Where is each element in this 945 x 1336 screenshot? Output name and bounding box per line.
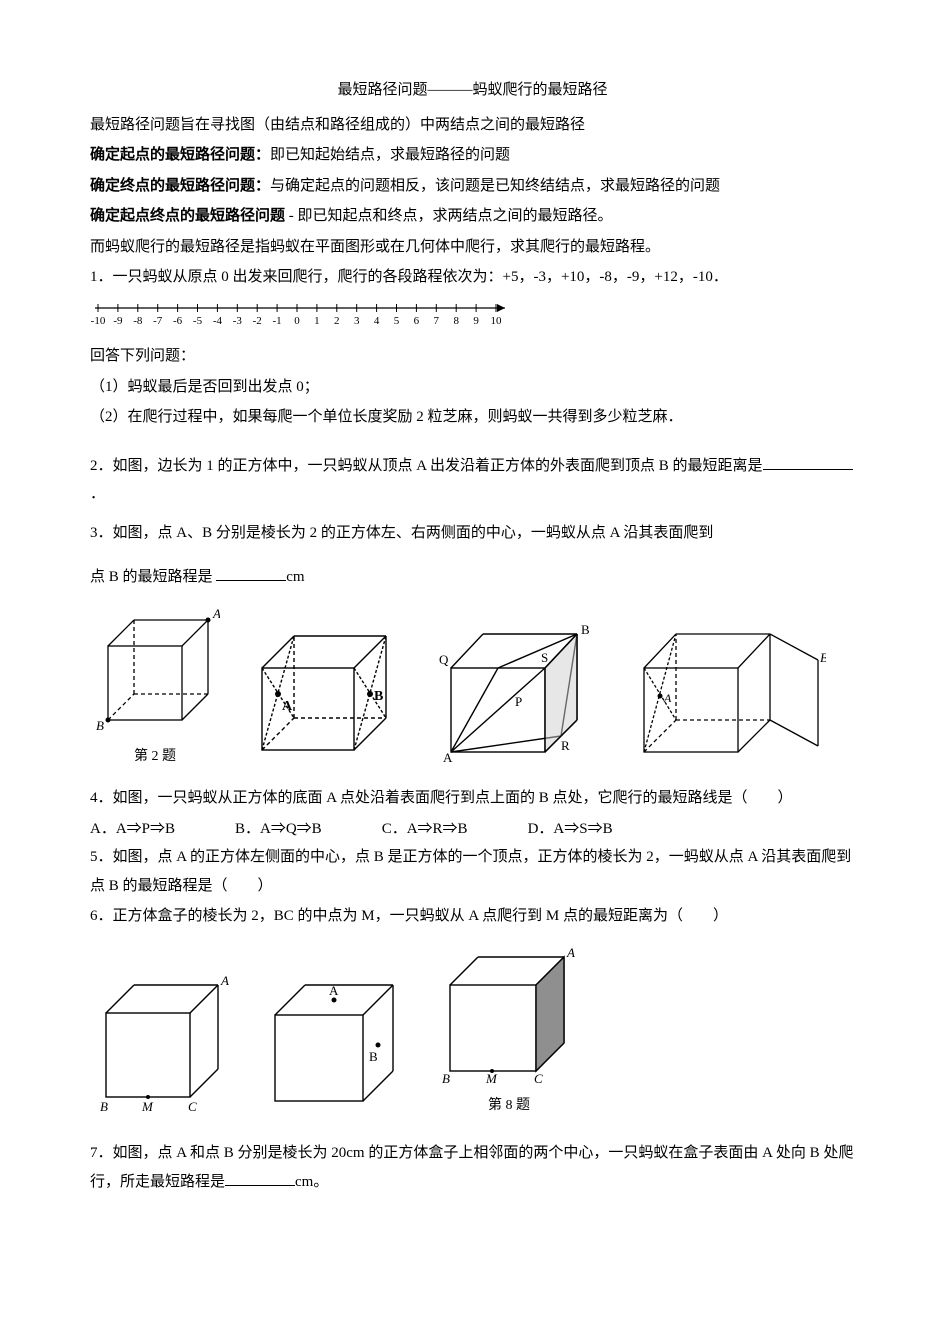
intro-line-4: 确定起点终点的最短路径问题 - 即已知起点和终点，求两结点之间的最短路径。 — [90, 202, 855, 231]
q3-pre: 3．如图，点 A、B 分别是棱长为 2 的正方体左、右两侧面的中心，一蚂蚁从点 … — [90, 519, 855, 548]
figure-q7: A B — [257, 969, 412, 1119]
svg-text:-7: -7 — [153, 315, 163, 327]
svg-text:M: M — [141, 1099, 154, 1114]
svg-text:6: 6 — [414, 315, 420, 327]
q7-blank — [225, 1171, 295, 1186]
intro-line-2: 确定起点的最短路径问题：即已知起始结点，求最短路径的问题 — [90, 141, 855, 170]
svg-text:2: 2 — [334, 315, 340, 327]
q4-option-d: D．A⇒S⇒B — [528, 815, 613, 844]
svg-text:B: B — [369, 1049, 378, 1064]
svg-text:B: B — [374, 689, 383, 704]
svg-text:-9: -9 — [113, 315, 123, 327]
intro-line-5: 而蚂蚁爬行的最短路径是指蚂蚁在平面图形或在几何体中爬行，求其爬行的最短路程。 — [90, 233, 855, 262]
q7-text: 7．如图，点 A 和点 B 分别是棱长为 20cm 的正方体盒子上相邻面的两个中… — [90, 1139, 855, 1196]
svg-text:3: 3 — [354, 315, 360, 327]
q4-text: 4．如图，一只蚂蚁从正方体的底面 A 点处沿着表面爬行到点上面的 B 点处，它爬… — [90, 784, 855, 813]
svg-text:-6: -6 — [173, 315, 183, 327]
q4-option-b: B．A⇒Q⇒B — [235, 815, 322, 844]
intro-label-4: 确定起点终点的最短路径问题 — [90, 208, 285, 224]
svg-text:A: A — [566, 945, 575, 960]
svg-text:-10: -10 — [91, 315, 106, 327]
svg-text:0: 0 — [294, 315, 300, 327]
q1-sub2: （2）在爬行过程中，如果每爬一个单位长度奖励 2 粒芝麻，则蚂蚁一共得到多少粒芝… — [90, 403, 855, 432]
svg-text:A: A — [443, 750, 453, 765]
figure-q2: A B 第 2 题 — [90, 602, 220, 771]
q2-suffix: ． — [90, 486, 105, 502]
svg-text:B: B — [96, 718, 104, 733]
q1-sub1: （1）蚂蚁最后是否回到出发点 0； — [90, 373, 855, 402]
q3-post-before: 点 B 的最短路程是 — [90, 569, 216, 585]
svg-text:10: 10 — [491, 315, 503, 327]
q7-suffix: cm。 — [295, 1174, 328, 1190]
svg-text:1: 1 — [314, 315, 320, 327]
q2-blank — [763, 455, 853, 470]
q1-after: 回答下列问题： — [90, 342, 855, 371]
q3-post: 点 B 的最短路程是 cm — [90, 563, 855, 592]
q4-option-a: A．A⇒P⇒B — [90, 815, 175, 844]
svg-text:-2: -2 — [253, 315, 262, 327]
intro-line-3: 确定终点的最短路径问题：与确定起点的问题相反，该问题是已知终结结点，求最短路径的… — [90, 172, 855, 201]
figures-row-2: A B M C A B — [90, 941, 855, 1120]
number-line-figure: -10-9-8-7-6-5-4-3-2-1012345678910 — [90, 298, 855, 339]
intro-line-1: 最短路径问题旨在寻找图（由结点和路径组成的）中两结点之间的最短路径 — [90, 111, 855, 140]
figure-q5: A B — [626, 620, 826, 770]
svg-text:A: A — [663, 691, 672, 705]
intro-text-2: 即已知起始结点，求最短路径的问题 — [270, 147, 510, 163]
svg-text:Q: Q — [439, 652, 449, 667]
svg-text:7: 7 — [434, 315, 440, 327]
q2-main: 2．如图，边长为 1 的正方体中，一只蚂蚁从顶点 A 出发沿着正方体的外表面爬到… — [90, 458, 763, 474]
intro-label-2: 确定起点的最短路径问题： — [90, 147, 270, 163]
svg-text:-8: -8 — [133, 315, 143, 327]
svg-text:A: A — [282, 699, 293, 714]
svg-text:R: R — [561, 738, 570, 753]
svg-text:-5: -5 — [193, 315, 203, 327]
svg-text:S: S — [541, 650, 548, 665]
intro-label-3: 确定终点的最短路径问题： — [90, 178, 270, 194]
page-title: 最短路径问题———蚂蚁爬行的最短路径 — [90, 76, 855, 105]
q3-suffix: cm — [286, 569, 304, 585]
svg-text:A: A — [212, 606, 220, 621]
q4-option-c: C．A⇒R⇒B — [382, 815, 468, 844]
svg-text:M: M — [485, 1071, 498, 1086]
svg-text:B: B — [581, 622, 590, 637]
figure-q3: A B — [242, 620, 407, 770]
intro-text-4: - 即已知起点和终点，求两结点之间的最短路径。 — [285, 208, 613, 224]
q2-text: 2．如图，边长为 1 的正方体中，一只蚂蚁从顶点 A 出发沿着正方体的外表面爬到… — [90, 452, 855, 509]
intro-text-3: 与确定起点的问题相反，该问题是已知终结结点，求最短路径的问题 — [270, 178, 720, 194]
svg-text:C: C — [534, 1071, 543, 1086]
q7-pre: 7．如图，点 A 和点 B 分别是棱长为 20cm 的正方体盒子上相邻面的两个中… — [90, 1145, 853, 1190]
svg-text:A: A — [329, 983, 339, 998]
svg-text:-3: -3 — [233, 315, 243, 327]
svg-text:8: 8 — [453, 315, 459, 327]
svg-text:-4: -4 — [213, 315, 223, 327]
figure-q4: Q S P R A B — [429, 620, 604, 770]
figure-q8: A B M C 第 8 题 — [434, 941, 584, 1120]
figure-q8-caption: 第 8 题 — [488, 1093, 530, 1120]
svg-text:B: B — [442, 1071, 450, 1086]
figures-row-1: A B 第 2 题 — [90, 602, 855, 771]
svg-text:-1: -1 — [273, 315, 282, 327]
q1-text: 1．一只蚂蚁从原点 0 出发来回爬行，爬行的各段路程依次为：+5，-3，+10，… — [90, 263, 855, 292]
svg-text:B: B — [100, 1099, 108, 1114]
svg-text:5: 5 — [394, 315, 400, 327]
svg-text:4: 4 — [374, 315, 380, 327]
q3-blank — [216, 566, 286, 581]
svg-text:P: P — [515, 694, 522, 709]
figure-q6: A B M C — [90, 969, 235, 1119]
q6-text: 6．正方体盒子的棱长为 2，BC 的中点为 M，一只蚂蚁从 A 点爬行到 M 点… — [90, 902, 855, 931]
figure-q2-caption: 第 2 题 — [134, 744, 176, 771]
svg-text:A: A — [220, 973, 229, 988]
q4-options: A．A⇒P⇒B B．A⇒Q⇒B C．A⇒R⇒B D．A⇒S⇒B — [90, 815, 855, 844]
svg-text:9: 9 — [473, 315, 479, 327]
svg-text:B: B — [820, 650, 826, 665]
svg-text:C: C — [188, 1099, 197, 1114]
q5-text: 5．如图，点 A 的正方体左侧面的中心，点 B 是正方体的一个顶点，正方体的棱长… — [90, 843, 855, 900]
